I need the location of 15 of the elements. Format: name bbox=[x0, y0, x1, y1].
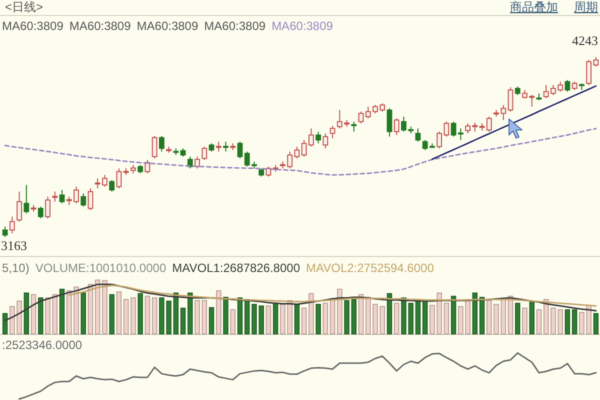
annotation: MA60:3809 bbox=[2, 19, 64, 33]
annotation: MA60:3809 bbox=[136, 19, 198, 33]
chart-title: 5,10) bbox=[2, 261, 30, 275]
series-label: VOLUME:1001010.0000 bbox=[35, 261, 166, 275]
annotation: MA60:3809 bbox=[204, 19, 266, 33]
annotation: MA60:3809 bbox=[69, 19, 131, 33]
link: 周期 bbox=[574, 0, 598, 14]
link: 商品叠加 bbox=[510, 0, 558, 14]
annotation: 3163 bbox=[1, 238, 28, 253]
series-label: MA60:3809 bbox=[272, 19, 333, 33]
annotation: 4243 bbox=[572, 33, 598, 48]
series-label: :2523346.0000 bbox=[2, 338, 82, 352]
series-label: MAVOL2:2752594.6000 bbox=[306, 261, 434, 275]
chart-title: <日线> bbox=[5, 0, 44, 14]
series-label: MAVOL1:2687826.8000 bbox=[172, 261, 300, 275]
